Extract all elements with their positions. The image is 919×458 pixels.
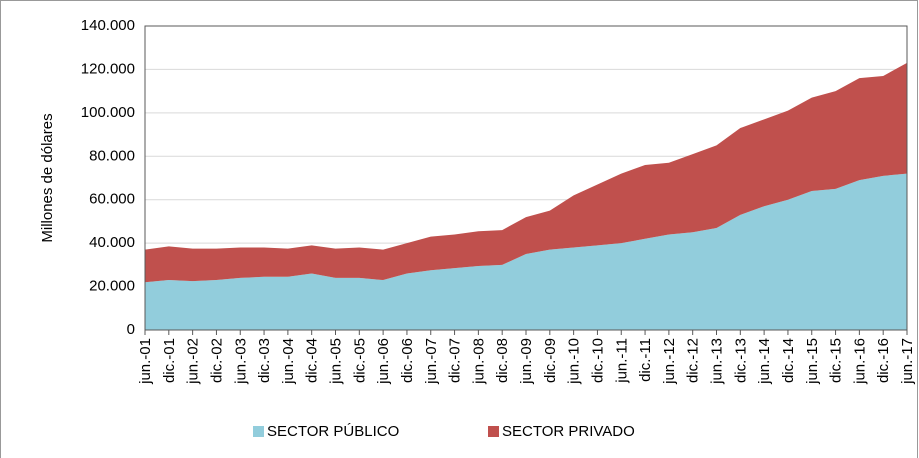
x-tick-label: jun.-15: [804, 338, 821, 385]
x-tick-label: jun.-10: [566, 338, 583, 385]
x-tick-label: jun.-03: [232, 338, 249, 385]
x-tick-label: dic.-03: [256, 338, 273, 383]
y-axis-label: Millones de dólares: [39, 113, 56, 242]
legend-swatch: [253, 426, 264, 437]
x-tick-label: jun.-01: [137, 338, 154, 385]
x-tick-label: dic.-07: [447, 338, 464, 383]
area: [145, 173, 907, 330]
x-tick-label: jun.-06: [375, 338, 392, 385]
x-tick-label: dic.-16: [875, 338, 892, 383]
x-tick-label: jun.-13: [709, 338, 726, 385]
y-tick-label: 140.000: [81, 17, 135, 34]
y-tick-label: 100.000: [81, 104, 135, 121]
legend-label: SECTOR PRIVADO: [502, 423, 635, 440]
x-tick-label: dic.-14: [780, 338, 797, 383]
y-tick-label: 0: [127, 321, 135, 338]
x-tick-label: dic.-10: [589, 338, 606, 383]
x-tick-label: dic.-11: [637, 338, 654, 382]
x-tick-label: dic.-02: [208, 338, 225, 383]
y-tick-label: 40.000: [89, 234, 135, 251]
x-tick-label: dic.-13: [732, 338, 749, 383]
area: [145, 62, 907, 283]
x-tick-label: dic.-05: [351, 338, 368, 383]
x-tick-label: dic.-08: [494, 338, 511, 383]
x-tick-label: dic.-06: [399, 338, 416, 383]
x-tick-label: jun.-17: [899, 338, 916, 385]
x-tick-label: jun.-11: [613, 338, 630, 384]
legend-swatch: [488, 426, 499, 437]
x-tick-label: jun.-12: [661, 338, 678, 385]
x-tick-label: dic.-04: [304, 338, 321, 383]
x-tick-label: jun.-02: [185, 338, 202, 385]
y-tick-label: 60.000: [89, 191, 135, 208]
x-tick-label: dic.-15: [828, 338, 845, 383]
x-tick-label: jun.-14: [756, 338, 773, 385]
x-tick-label: jun.-07: [423, 338, 440, 385]
x-tick-label: jun.-05: [328, 338, 345, 385]
x-tick-label: jun.-09: [518, 338, 535, 385]
x-tick-label: dic.-12: [685, 338, 702, 383]
x-tick-label: dic.-01: [161, 338, 178, 383]
x-tick-label: jun.-04: [280, 338, 297, 385]
x-tick-label: jun.-16: [851, 338, 868, 385]
x-tick-label: jun.-08: [470, 338, 487, 385]
y-tick-label: 120.000: [81, 60, 135, 77]
x-tick-label: dic.-09: [542, 338, 559, 383]
y-tick-label: 80.000: [89, 147, 135, 164]
legend-label: SECTOR PÚBLICO: [267, 423, 399, 440]
y-tick-label: 20.000: [89, 278, 135, 295]
